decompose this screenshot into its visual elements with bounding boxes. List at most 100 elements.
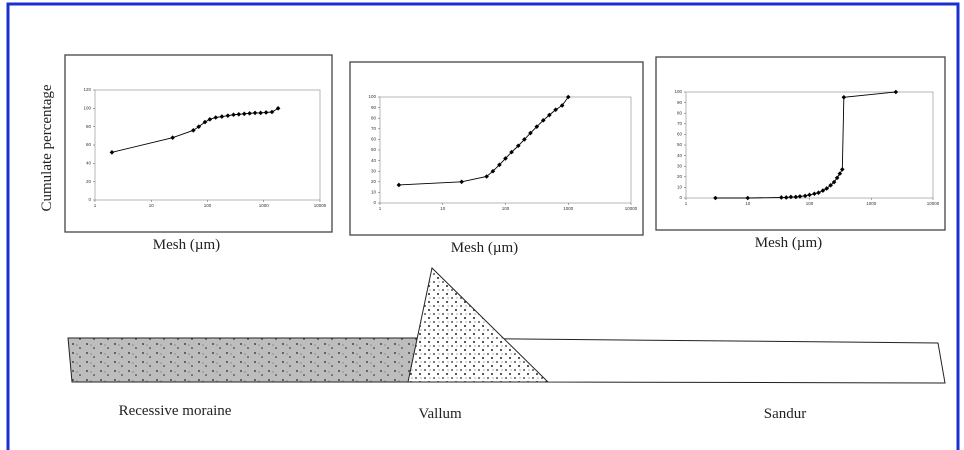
x-tick-label: 10: [440, 206, 446, 211]
data-point: [484, 174, 489, 179]
y-axis-label: Cumulate percentage: [39, 84, 55, 211]
data-point: [207, 117, 213, 122]
data-point: [816, 190, 821, 195]
data-point: [528, 130, 533, 136]
x-axis-label: Mesh (µm): [153, 237, 220, 253]
data-point: [779, 195, 784, 200]
y-tick-label: 80: [371, 115, 377, 120]
data-point: [807, 192, 812, 198]
data-point: [213, 115, 219, 120]
data-point: [831, 179, 837, 185]
data-point: [170, 135, 175, 140]
y-tick-label: 120: [83, 87, 91, 92]
x-tick-label: 1000: [259, 203, 270, 208]
data-point: [820, 188, 826, 193]
data-point: [834, 175, 840, 181]
x-tick-label: 10000: [314, 203, 327, 208]
x-tick-label: 1: [94, 203, 97, 208]
data-point: [783, 195, 789, 200]
y-tick-label: 20: [677, 174, 683, 179]
data-point: [547, 112, 552, 118]
data-point: [247, 111, 252, 116]
data-point: [522, 137, 527, 142]
data-point: [459, 179, 464, 185]
data-point: [793, 194, 799, 200]
panel-box: [655, 56, 946, 231]
data-point: [191, 128, 196, 133]
data-point: [824, 186, 830, 191]
y-tick-label: 50: [371, 147, 377, 152]
x-tick-label: 1000: [866, 201, 877, 206]
data-point: [509, 149, 514, 155]
x-axis-label: Mesh (µm): [755, 235, 822, 251]
data-point: [225, 113, 231, 118]
x-tick-label: 10: [745, 201, 751, 206]
y-tick-label: 100: [674, 89, 682, 94]
data-point: [802, 193, 808, 199]
x-tick-label: 100: [204, 203, 212, 208]
data-point: [396, 182, 402, 188]
data-point: [540, 118, 546, 123]
y-tick-label: 50: [677, 142, 683, 147]
data-point: [219, 114, 225, 119]
data-line: [398, 96, 569, 186]
data-point: [109, 150, 115, 155]
x-tick-label: 100: [502, 206, 510, 211]
data-point: [241, 111, 247, 117]
data-point: [837, 171, 843, 176]
vallum-label: Vallum: [418, 406, 462, 422]
y-tick-label: 90: [677, 100, 683, 105]
moraine-label: Recessive moraine: [119, 403, 232, 419]
data-point: [534, 124, 540, 129]
y-tick-label: 80: [86, 124, 92, 129]
data-point: [828, 182, 833, 188]
x-tick-label: 100: [806, 201, 814, 206]
data-point: [841, 95, 847, 100]
data-point: [559, 103, 565, 108]
panel-box: [349, 61, 644, 236]
data-point: [840, 167, 845, 172]
data-point: [490, 168, 496, 174]
y-tick-label: 60: [371, 137, 377, 142]
y-tick-label: 40: [677, 153, 683, 158]
data-point: [565, 94, 571, 100]
x-tick-label: 1: [379, 206, 382, 211]
data-point: [893, 89, 899, 95]
y-tick-label: 40: [371, 158, 377, 163]
data-point: [745, 195, 751, 201]
y-tick-label: 60: [677, 132, 683, 137]
data-point: [196, 124, 202, 129]
data-point: [553, 107, 558, 113]
y-tick-label: 0: [679, 195, 682, 200]
y-tick-label: 20: [86, 179, 92, 184]
x-axis-label: Mesh (µm): [451, 240, 518, 256]
data-point: [812, 191, 817, 197]
y-tick-label: 100: [368, 94, 376, 99]
data-point: [497, 162, 502, 168]
data-point: [258, 110, 263, 116]
x-tick-label: 1000: [563, 206, 574, 211]
y-tick-label: 30: [371, 168, 377, 173]
data-point: [788, 194, 794, 200]
moraine-texture: [68, 338, 420, 382]
data-point: [202, 119, 208, 125]
y-tick-label: 10: [677, 185, 683, 190]
y-tick-label: 10: [371, 190, 377, 195]
data-point: [503, 156, 508, 161]
y-tick-label: 30: [677, 163, 683, 168]
data-point: [252, 110, 258, 116]
y-tick-label: 90: [371, 105, 377, 110]
y-tick-label: 70: [677, 121, 683, 126]
y-tick-label: 60: [86, 142, 92, 147]
x-tick-label: 1: [685, 201, 688, 206]
x-tick-label: 10000: [927, 201, 940, 206]
x-tick-label: 10: [149, 203, 155, 208]
data-point: [516, 143, 521, 149]
frame: [6, 2, 960, 450]
data-point: [269, 109, 275, 115]
y-tick-label: 80: [677, 110, 683, 115]
x-tick-label: 10000: [625, 206, 638, 211]
y-tick-label: 0: [88, 197, 91, 202]
panel-box: [64, 54, 333, 233]
